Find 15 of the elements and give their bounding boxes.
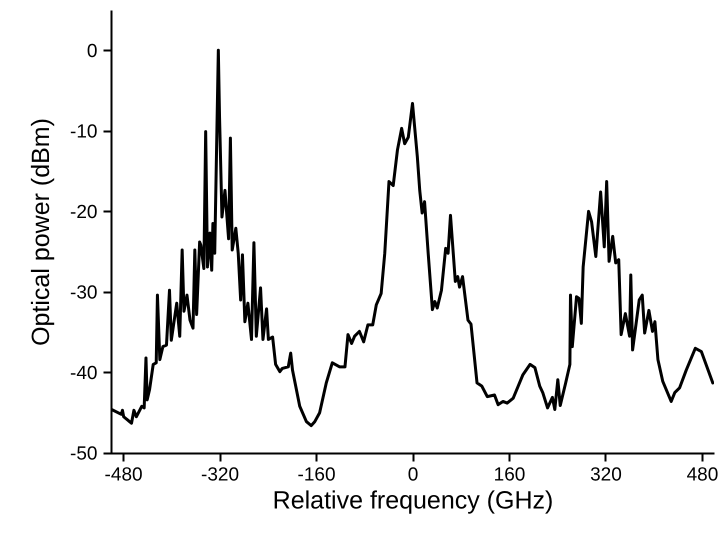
x-tick-label: 160 [494,464,526,486]
x-tick-label: -320 [201,464,240,486]
x-tick-label: -480 [104,464,143,486]
y-tick-label: -10 [70,121,98,142]
y-tick-label: -50 [70,444,98,464]
y-axis-title: Optical power (dBm) [27,118,56,346]
x-axis-title: Relative frequency (GHz) [272,486,554,514]
y-tick-label: 0 [86,40,98,62]
x-tick-label: 480 [686,464,718,486]
x-tick-label: 0 [408,464,418,486]
y-tick-label: -20 [70,202,98,223]
x-tick-label: 320 [590,464,622,486]
y-tick-label: -30 [70,282,98,304]
x-tick-label: -160 [298,464,336,486]
y-tick-label: -40 [70,362,98,384]
